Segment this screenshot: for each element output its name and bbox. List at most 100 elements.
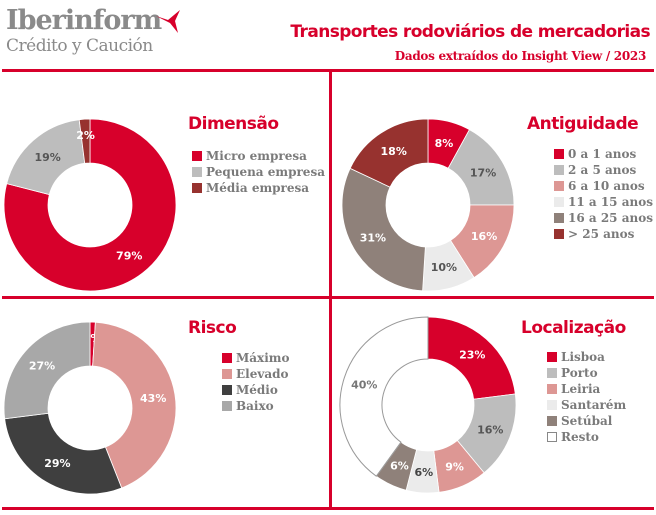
dimensao-data-label: 2% <box>76 129 95 142</box>
legend-item: Micro empresa <box>192 148 325 164</box>
localizacao-title: Localização <box>521 318 626 338</box>
logo: Iberinform Crédito y Caución <box>6 5 180 56</box>
risco-title: Risco <box>188 318 237 338</box>
legend-item: Média empresa <box>192 180 325 196</box>
legend-swatch <box>547 384 557 394</box>
header-divider <box>2 69 654 72</box>
legend-label: Leiria <box>561 382 601 396</box>
page-subtitle: Dados extraídos do Insight View / 2023 <box>394 49 647 63</box>
legend-label: Média empresa <box>206 181 310 195</box>
localizacao-data-label: 6% <box>414 466 433 479</box>
dimensao-legend: Micro empresa Pequena empresa Média empres… <box>192 148 325 196</box>
risco-donut-chart: 1%43%29%27% <box>3 321 177 495</box>
legend-item: Pequena empresa <box>192 164 325 180</box>
vertical-divider <box>329 70 332 510</box>
legend-label: Baixo <box>236 399 274 413</box>
legend-swatch <box>554 229 564 239</box>
page-title: Transportes rodoviários de mercadorias <box>290 22 650 42</box>
logo-main: Iberinform <box>6 5 162 36</box>
legend-label: Porto <box>561 366 598 380</box>
legend-label: Lisboa <box>561 350 605 364</box>
legend-item: 11 a 15 anos <box>554 194 653 210</box>
legend-item: 2 a 5 anos <box>554 162 653 178</box>
legend-swatch <box>547 432 557 442</box>
legend-label: Médio <box>236 383 278 397</box>
antiguidade-donut-chart: 8% 17% 16% 10% 31% 18% <box>341 118 515 292</box>
risco-data-label: 27% <box>29 360 55 373</box>
antiguidade-slice <box>341 167 426 292</box>
legend-label: 6 a 10 anos <box>568 179 645 193</box>
localizacao-data-label: 40% <box>351 378 377 391</box>
legend-item: Leiria <box>547 381 626 397</box>
legend-label: > 25 anos <box>568 227 635 241</box>
legend-swatch <box>547 416 557 426</box>
localizacao-slice <box>339 316 429 477</box>
legend-label: Resto <box>561 430 599 444</box>
logo-arrow-icon <box>156 10 180 33</box>
legend-label: Máximo <box>236 351 290 365</box>
legend-item: Elevado <box>222 366 289 382</box>
legend-item: > 25 anos <box>554 226 653 242</box>
legend-swatch <box>222 385 232 395</box>
localizacao-data-label: 6% <box>390 460 409 473</box>
localizacao-legend: Lisboa Porto Leiria Santarém Setúbal Resto <box>547 349 626 445</box>
legend-swatch <box>554 197 564 207</box>
risco-slice <box>3 321 91 420</box>
localizacao-data-label: 16% <box>477 424 503 437</box>
legend-swatch <box>554 181 564 191</box>
antiguidade-data-label: 31% <box>360 232 386 245</box>
dimensao-data-label: 79% <box>116 250 142 263</box>
legend-item: Máximo <box>222 350 289 366</box>
localizacao-data-label: 23% <box>459 349 485 362</box>
legend-label: Micro empresa <box>206 149 307 163</box>
legend-item: Santarém <box>547 397 626 413</box>
antiguidade-data-label: 10% <box>431 261 457 274</box>
legend-label: 0 a 1 anos <box>568 147 637 161</box>
legend-item: Setúbal <box>547 413 626 429</box>
legend-item: 16 a 25 anos <box>554 210 653 226</box>
legend-item: 0 a 1 anos <box>554 146 653 162</box>
antiguidade-data-label: 16% <box>471 230 497 243</box>
logo-sub: Crédito y Caución <box>6 36 153 56</box>
legend-swatch <box>547 400 557 410</box>
legend-swatch <box>222 353 232 363</box>
legend-item: Lisboa <box>547 349 626 365</box>
bottom-divider <box>2 507 654 510</box>
legend-swatch <box>554 149 564 159</box>
dimensao-title: Dimensão <box>188 114 279 134</box>
legend-label: Pequena empresa <box>206 165 325 179</box>
risco-data-label: 43% <box>140 392 166 405</box>
dimensao-slice <box>3 118 177 292</box>
legend-swatch <box>192 167 202 177</box>
legend-swatch <box>192 183 202 193</box>
localizacao-slice <box>427 316 516 400</box>
legend-swatch <box>554 213 564 223</box>
legend-item: Porto <box>547 365 626 381</box>
risco-slice <box>92 321 177 489</box>
antiguidade-data-label: 18% <box>381 145 407 158</box>
legend-label: Santarém <box>561 398 627 412</box>
legend-item: Resto <box>547 429 626 445</box>
legend-item: Médio <box>222 382 289 398</box>
localizacao-donut-chart: 23% 16% 9% 6% 6% 40% <box>339 316 517 494</box>
legend-label: 2 a 5 anos <box>568 163 637 177</box>
dimensao-slice <box>78 118 91 164</box>
legend-label: 16 a 25 anos <box>568 211 653 225</box>
legend-label: 11 a 15 anos <box>568 195 653 209</box>
legend-label: Setúbal <box>561 414 613 428</box>
antiguidade-data-label: 17% <box>470 166 496 179</box>
legend-swatch <box>547 352 557 362</box>
risco-data-label: 29% <box>44 457 70 470</box>
legend-item: 6 a 10 anos <box>554 178 653 194</box>
middle-divider <box>2 296 654 299</box>
antiguidade-data-label: 8% <box>435 137 454 150</box>
antiguidade-title: Antiguidade <box>527 114 639 134</box>
risco-legend: Máximo Elevado Médio Baixo <box>222 350 289 414</box>
legend-swatch <box>222 401 232 411</box>
legend-swatch <box>554 165 564 175</box>
legend-swatch <box>222 369 232 379</box>
dimensao-donut-chart: 79% 19% 2% <box>3 118 177 292</box>
dimensao-data-label: 19% <box>35 151 61 164</box>
localizacao-data-label: 9% <box>445 460 464 473</box>
